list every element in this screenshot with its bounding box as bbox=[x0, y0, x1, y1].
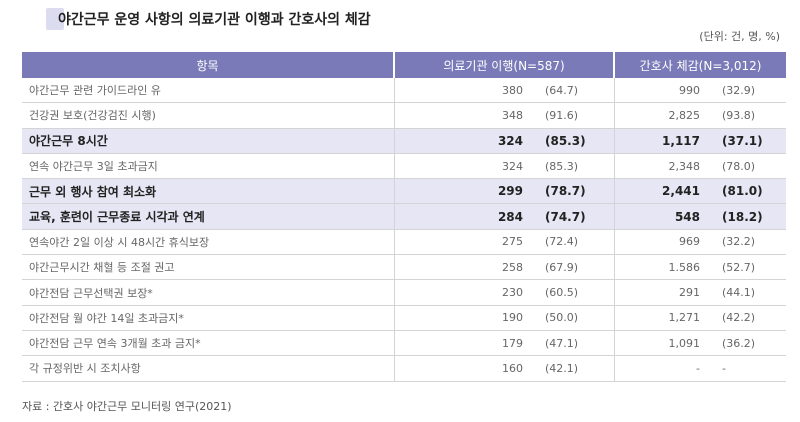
row-label: 야간전담 근무선택권 보장* bbox=[22, 279, 395, 306]
hospital-percent: (50.0) bbox=[529, 305, 615, 331]
hospital-percent: (42.1) bbox=[529, 355, 615, 382]
header-item: 항목 bbox=[22, 52, 395, 78]
nurse-percent: (93.8) bbox=[706, 102, 787, 129]
row-label: 야간전담 근무 연속 3개월 초과 금지* bbox=[22, 330, 395, 357]
table-row: 건강권 보호(건강검진 시행) 348 (91.6) 2,825 (93.8) bbox=[22, 102, 787, 129]
hospital-percent: (85.3) bbox=[529, 153, 615, 180]
hospital-count: 258 bbox=[394, 254, 529, 281]
table-row: 야간근무 8시간 324 (85.3) 1,117 (37.1) bbox=[22, 128, 787, 154]
header-nurse: 간호사 체감(N=3,012) bbox=[614, 52, 787, 78]
title-area: 야간근무 운영 사항의 의료기관 이행과 간호사의 체감 bbox=[46, 6, 371, 34]
hospital-count: 299 bbox=[394, 178, 529, 205]
hospital-percent: (72.4) bbox=[529, 229, 615, 256]
hospital-count: 284 bbox=[394, 203, 529, 230]
hospital-percent: (85.3) bbox=[529, 128, 615, 154]
nurse-count: 1.586 bbox=[614, 254, 707, 281]
nurse-count: 1,271 bbox=[614, 305, 707, 331]
row-label: 근무 외 행사 참여 최소화 bbox=[22, 178, 395, 205]
hospital-count: 324 bbox=[394, 128, 529, 154]
hospital-count: 190 bbox=[394, 305, 529, 331]
table-title: 야간근무 운영 사항의 의료기관 이행과 간호사의 체감 bbox=[58, 12, 371, 28]
table-row: 교육, 훈련이 근무종료 시각과 연계 284 (74.7) 548 (18.2) bbox=[22, 203, 787, 230]
nurse-percent: (36.2) bbox=[706, 330, 787, 357]
nurse-percent: (42.2) bbox=[706, 305, 787, 331]
hospital-percent: (60.5) bbox=[529, 279, 615, 306]
table-row: 연속야간 2일 이상 시 48시간 휴식보장 275 (72.4) 969 (32.2) bbox=[22, 229, 787, 256]
hospital-count: 324 bbox=[394, 153, 529, 180]
row-label: 연속야간 2일 이상 시 48시간 휴식보장 bbox=[22, 229, 395, 256]
row-label: 야간전담 월 야간 14일 초과금지* bbox=[22, 305, 395, 331]
nurse-count: 1,091 bbox=[614, 330, 707, 357]
hospital-percent: (64.7) bbox=[529, 78, 615, 104]
hospital-percent: (47.1) bbox=[529, 330, 615, 357]
table-row: 야간전담 근무 연속 3개월 초과 금지* 179 (47.1) 1,091 (36.2… bbox=[22, 330, 787, 357]
row-label: 야간근무 관련 가이드라인 유 bbox=[22, 78, 395, 104]
hospital-percent: (74.7) bbox=[529, 203, 615, 230]
nurse-percent: (32.2) bbox=[706, 229, 787, 256]
nurse-count: 969 bbox=[614, 229, 707, 256]
nurse-count: 2,348 bbox=[614, 153, 707, 180]
table-row: 야간근무 관련 가이드라인 유 380 (64.7) 990 (32.9) bbox=[22, 78, 787, 104]
nurse-percent: (81.0) bbox=[706, 178, 787, 205]
title-marker bbox=[46, 8, 64, 30]
hospital-count: 179 bbox=[394, 330, 529, 357]
hospital-percent: (67.9) bbox=[529, 254, 615, 281]
unit-note: (단위: 건, 명, %) bbox=[699, 30, 780, 43]
hospital-percent: (78.7) bbox=[529, 178, 615, 205]
nurse-count: 2,441 bbox=[614, 178, 707, 205]
hospital-count: 160 bbox=[394, 355, 529, 382]
nurse-percent: (32.9) bbox=[706, 78, 787, 104]
table-row: 야간전담 월 야간 14일 초과금지* 190 (50.0) 1,271 (42.2) bbox=[22, 305, 787, 331]
nurse-count: 291 bbox=[614, 279, 707, 306]
row-label: 연속 야간근무 3일 초과금지 bbox=[22, 153, 395, 180]
table-row: 연속 야간근무 3일 초과금지 324 (85.3) 2,348 (78.0) bbox=[22, 153, 787, 180]
nurse-percent: (18.2) bbox=[706, 203, 787, 230]
nurse-percent: (78.0) bbox=[706, 153, 787, 180]
table-row: 근무 외 행사 참여 최소화 299 (78.7) 2,441 (81.0) bbox=[22, 178, 787, 205]
data-table: 항목 의료기관 이행(N=587) 간호사 체감(N=3,012) 야간근무 관… bbox=[22, 52, 787, 382]
nurse-count: 990 bbox=[614, 78, 707, 104]
row-label: 각 규정위반 시 조치사항 bbox=[22, 355, 395, 382]
row-label: 교육, 훈련이 근무종료 시각과 연계 bbox=[22, 203, 395, 230]
nurse-percent: (44.1) bbox=[706, 279, 787, 306]
nurse-percent: (37.1) bbox=[706, 128, 787, 154]
nurse-percent: - bbox=[706, 355, 787, 382]
nurse-count: 2,825 bbox=[614, 102, 707, 129]
row-label: 건강권 보호(건강검진 시행) bbox=[22, 102, 395, 129]
row-label: 야간근무 8시간 bbox=[22, 128, 395, 154]
table-row: 각 규정위반 시 조치사항 160 (42.1) - - bbox=[22, 355, 787, 382]
table-row: 야간전담 근무선택권 보장* 230 (60.5) 291 (44.1) bbox=[22, 279, 787, 306]
table-row: 야간근무시간 채혈 등 조절 권고 258 (67.9) 1.586 (52.7) bbox=[22, 254, 787, 281]
hospital-percent: (91.6) bbox=[529, 102, 615, 129]
hospital-count: 275 bbox=[394, 229, 529, 256]
header-hospital: 의료기관 이행(N=587) bbox=[394, 52, 616, 78]
nurse-count: 1,117 bbox=[614, 128, 707, 154]
source-note: 자료 : 간호사 야간근무 모니터링 연구(2021) bbox=[22, 400, 232, 413]
row-label: 야간근무시간 채혈 등 조절 권고 bbox=[22, 254, 395, 281]
nurse-percent: (52.7) bbox=[706, 254, 787, 281]
header-row: 항목 의료기관 이행(N=587) 간호사 체감(N=3,012) bbox=[22, 52, 787, 78]
hospital-count: 348 bbox=[394, 102, 529, 129]
hospital-count: 230 bbox=[394, 279, 529, 306]
hospital-count: 380 bbox=[394, 78, 529, 104]
nurse-count: 548 bbox=[614, 203, 707, 230]
nurse-count: - bbox=[614, 355, 707, 382]
